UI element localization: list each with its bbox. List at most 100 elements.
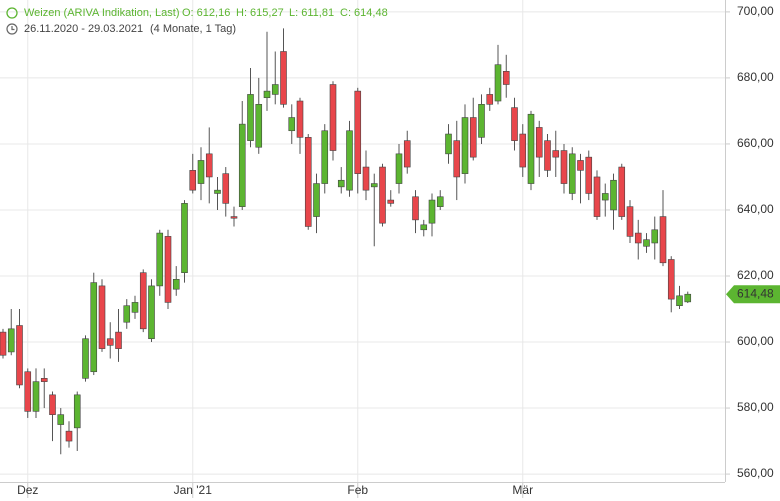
candle-body	[321, 130, 329, 184]
period: (4 Monate, 1 Tag)	[150, 23, 236, 35]
candles	[0, 28, 692, 455]
candle-body	[651, 229, 659, 244]
candle-body	[544, 140, 551, 171]
last-price-badge	[726, 285, 780, 304]
candle-body	[255, 104, 263, 148]
candle-body	[222, 173, 230, 204]
candle-body	[98, 285, 106, 349]
candle-body	[626, 206, 634, 237]
y-tick-label: 700,00	[737, 4, 774, 18]
candle-body	[676, 295, 683, 307]
candle-body	[247, 94, 254, 141]
candle-body	[684, 293, 692, 303]
status-icon	[6, 7, 18, 19]
candle-body	[230, 216, 238, 219]
candle-body	[453, 140, 461, 178]
candle-body	[478, 104, 485, 138]
candle-body	[123, 305, 131, 323]
header-low: L: 611,81	[289, 7, 334, 19]
x-tick-label: Feb	[347, 483, 368, 497]
candle-body	[445, 133, 452, 155]
candle-body	[24, 371, 32, 412]
y-tick-label: 660,00	[737, 136, 774, 150]
candle-body	[420, 224, 428, 231]
candle-body	[634, 232, 642, 244]
candle-body	[436, 196, 444, 207]
candle-body	[511, 107, 518, 141]
candle-body	[32, 381, 40, 412]
candle-body	[568, 153, 576, 194]
candle-body	[346, 130, 353, 191]
candle-body	[593, 176, 601, 217]
candle-body	[461, 117, 469, 174]
candle-body	[49, 394, 56, 415]
candle-body	[659, 216, 667, 264]
candle-body	[139, 272, 147, 330]
candle-body	[0, 331, 7, 356]
x-tick-label: Jan '21	[174, 483, 213, 497]
candle-body	[329, 84, 337, 151]
candle-body	[280, 51, 287, 105]
candle-body	[73, 394, 81, 429]
candle-body	[197, 160, 205, 184]
candle-body	[7, 328, 15, 353]
candle-body	[527, 113, 535, 184]
candle-body	[395, 153, 403, 184]
y-tick-label: 620,00	[737, 268, 774, 282]
candle-body	[560, 150, 568, 184]
y-tick-label: 560,00	[737, 466, 774, 480]
candle-body	[57, 414, 65, 425]
candle-body	[601, 193, 609, 201]
candle-body	[502, 71, 510, 85]
candle-body	[288, 117, 296, 132]
clock-hands	[11, 26, 15, 31]
candle-body	[106, 338, 114, 346]
candle-body	[519, 133, 527, 168]
candle-body	[618, 166, 626, 217]
candle-body	[403, 140, 411, 168]
candle-body	[585, 156, 593, 194]
chart-title: Weizen (ARIVA Indikation, Last)	[24, 7, 180, 19]
header-high: H: 615,27	[236, 7, 284, 19]
candle-body	[181, 203, 188, 273]
candle-body	[486, 94, 494, 105]
candle-body	[535, 127, 543, 158]
candle-body	[313, 183, 320, 217]
y-tick-label: 640,00	[737, 202, 774, 216]
candle-body	[428, 199, 436, 224]
header-close: C: 614,48	[340, 7, 388, 19]
candle-body	[552, 150, 560, 158]
x-tick-label: Dez	[17, 483, 38, 497]
candle-body	[304, 137, 312, 227]
candle-body	[40, 378, 48, 382]
candle-body	[362, 166, 370, 191]
candle-body	[131, 302, 139, 313]
candle-body	[577, 160, 584, 171]
clock-icon	[6, 23, 18, 35]
x-tick-label: Mär	[512, 483, 533, 497]
candle-body	[238, 123, 246, 207]
candle-body	[214, 189, 221, 194]
candle-body	[610, 179, 617, 211]
candle-body	[337, 179, 345, 188]
candle-body	[469, 117, 477, 158]
date-range: 26.11.2020 - 29.03.2021	[24, 23, 143, 35]
candle-body	[156, 232, 164, 287]
candle-body	[387, 199, 395, 204]
candle-body	[379, 166, 386, 224]
candle-body	[82, 338, 89, 379]
candle-body	[16, 325, 23, 386]
candle-body	[90, 282, 98, 373]
candle-body	[164, 236, 172, 303]
candle-body	[296, 100, 304, 138]
y-tick-label: 600,00	[737, 334, 774, 348]
candle-body	[148, 285, 155, 340]
candle-body	[271, 84, 279, 95]
last-price-label: 614,48	[737, 286, 774, 300]
candle-body	[189, 170, 197, 191]
candle-body	[172, 278, 180, 290]
candle-body	[494, 64, 502, 102]
candle-body	[370, 183, 378, 188]
